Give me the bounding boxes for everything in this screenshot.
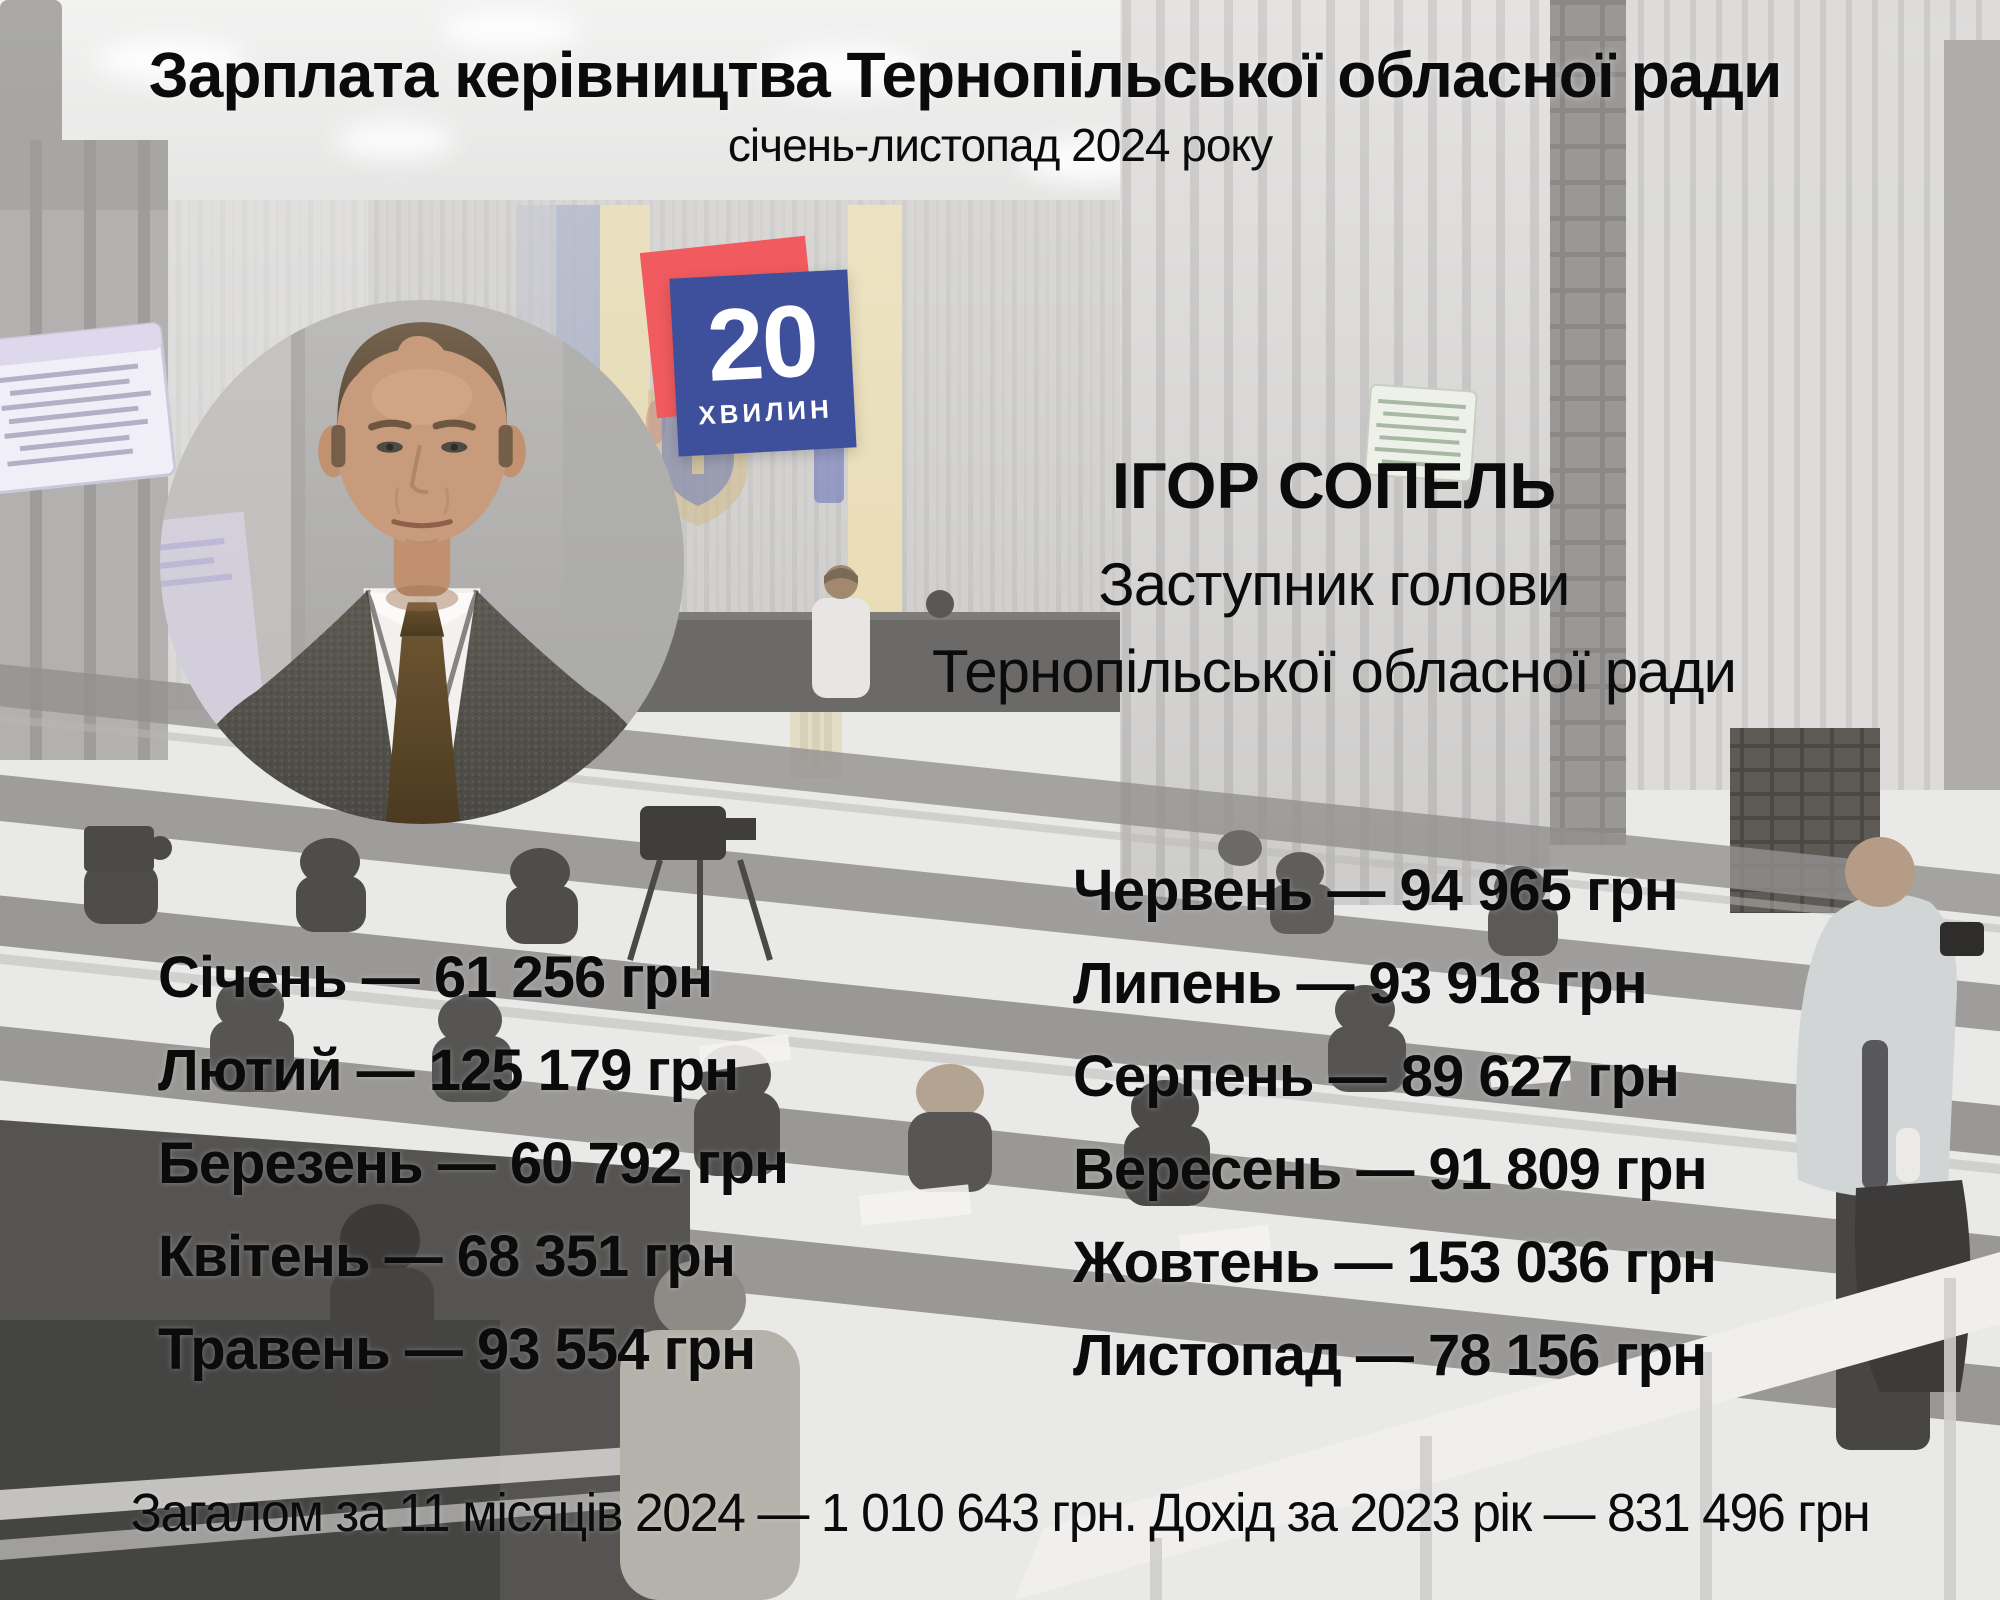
logo-20-khvylyn: 20 ХВИЛИН — [639, 235, 880, 468]
portrait-photo — [160, 300, 684, 824]
salary-line-march: Березень — 60 792 грн — [158, 1131, 789, 1196]
camera — [1940, 922, 1984, 956]
press-cameras — [84, 806, 773, 970]
speaker-at-podium — [812, 565, 870, 698]
photographer — [1796, 837, 1984, 1450]
page-title: Зарплата керівництва Тернопільської обла… — [148, 39, 1783, 111]
logo-blue-square: 20 ХВИЛИН — [669, 269, 857, 457]
salary-line-june: Червень — 94 965 грн — [1073, 858, 1679, 923]
person-name: ІГОР СОПЕЛЬ — [1111, 449, 1557, 522]
railing — [1014, 1252, 2000, 1600]
salary-line-january: Січень — 61 256 грн — [158, 945, 713, 1010]
salary-line-october: Жовтень — 153 036 грн — [1073, 1230, 1717, 1295]
salary-line-july: Липень — 93 918 грн — [1073, 951, 1648, 1016]
salary-line-november: Листопад — 78 156 грн — [1073, 1323, 1707, 1388]
portrait-illustration — [160, 300, 684, 824]
face — [318, 322, 526, 612]
logo-number: 20 — [704, 282, 820, 403]
page-subtitle: січень-листопад 2024 року — [727, 119, 1273, 171]
salary-line-february: Лютий — 125 179 грн — [158, 1038, 739, 1103]
salary-line-september: Вересень — 91 809 грн — [1073, 1137, 1708, 1202]
right-monitor — [1364, 383, 1478, 483]
salary-line-august: Серпень — 89 627 грн — [1073, 1044, 1680, 1109]
salary-line-may: Травень — 93 554 грн — [158, 1317, 756, 1382]
tie — [399, 602, 445, 637]
left-monitor — [0, 322, 177, 494]
right-walls — [1120, 0, 2000, 913]
person-position-line1: Заступник голови — [1098, 551, 1571, 618]
summary-totals: Загалом за 11 місяців 2024 — 1 010 643 г… — [130, 1483, 1871, 1543]
logo-caption: ХВИЛИН — [697, 393, 834, 431]
salary-line-april: Квітень — 68 351 грн — [158, 1224, 736, 1289]
light-coat-person — [620, 1330, 800, 1600]
papers — [698, 1033, 1571, 1262]
person-position-line2: Тернопільської обласної ради — [931, 638, 1737, 705]
hair — [337, 322, 507, 425]
audience-silhouettes — [84, 826, 1558, 1600]
water-bottle — [1896, 1128, 1920, 1182]
